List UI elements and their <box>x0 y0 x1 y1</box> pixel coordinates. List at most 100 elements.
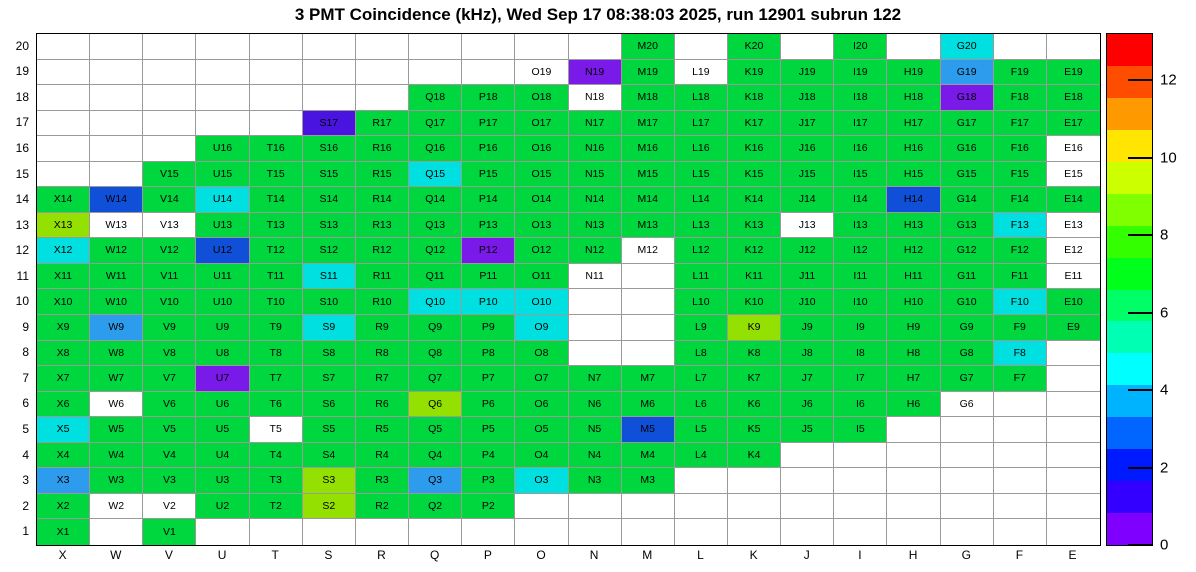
heatmap-cell-W13: W13 <box>90 212 144 239</box>
cell-label: V12 <box>160 244 179 257</box>
heatmap-cell-N16: N16 <box>568 136 622 162</box>
cell-label: F19 <box>1010 65 1029 78</box>
cell-label: S10 <box>319 295 339 308</box>
cell-label: K19 <box>744 65 764 78</box>
cell-label: X10 <box>53 295 73 308</box>
heatmap-cell-P17: P17 <box>462 110 516 137</box>
cell-label: G20 <box>956 40 977 53</box>
x-tick-label: Q <box>430 548 440 562</box>
cell-label: G8 <box>959 346 974 359</box>
heatmap-cell-M12: M12 <box>621 238 675 264</box>
cell-label: U4 <box>215 448 230 461</box>
heatmap-cell-F9: F9 <box>993 315 1047 341</box>
heatmap-cell-empty <box>249 59 303 86</box>
heatmap-cell-I19: I19 <box>834 59 888 86</box>
cell-label: G17 <box>956 116 977 129</box>
x-tick-label: P <box>483 548 492 562</box>
heatmap-cell-Q4: Q4 <box>409 442 463 469</box>
heatmap-cell-J17: J17 <box>781 110 835 137</box>
heatmap-cell-S8: S8 <box>302 340 356 367</box>
heatmap-cell-K14: K14 <box>727 187 782 213</box>
cell-label: H14 <box>903 193 924 206</box>
heatmap-cell-X4: X4 <box>37 442 91 469</box>
cell-label: T12 <box>266 244 285 257</box>
heatmap-cell-E12: E12 <box>1046 238 1100 264</box>
cell-label: G10 <box>956 295 977 308</box>
cell-label: I11 <box>853 269 868 282</box>
heatmap-cell-empty <box>993 417 1047 443</box>
heatmap-cell-empty <box>727 519 782 545</box>
cell-label: S7 <box>322 372 336 385</box>
heatmap-cell-K10: K10 <box>727 289 782 316</box>
heatmap-cell-empty <box>249 519 303 545</box>
cell-label: O9 <box>534 321 549 334</box>
cell-label: J17 <box>798 116 816 129</box>
heatmap-cell-H7: H7 <box>887 366 941 392</box>
cell-label: Q7 <box>428 372 443 385</box>
cell-label: J11 <box>799 269 816 282</box>
heatmap-cell-V13: V13 <box>143 212 197 239</box>
colorbar-band <box>1107 257 1152 290</box>
cell-label: E15 <box>1064 167 1083 180</box>
heatmap-cell-J11: J11 <box>781 263 835 290</box>
cell-label: P2 <box>481 499 495 512</box>
heatmap-cell-H10: H10 <box>887 289 941 316</box>
cell-label: N18 <box>584 91 605 104</box>
cell-label: I13 <box>853 218 868 231</box>
heatmap-cell-G16: G16 <box>940 136 994 162</box>
colorbar-tick-label: 0 <box>1160 536 1169 554</box>
heatmap-cell-S9: S9 <box>302 315 356 341</box>
y-tick-label: 1 <box>22 524 29 539</box>
heatmap-cell-P11: P11 <box>462 263 516 290</box>
heatmap-cell-empty <box>621 493 675 520</box>
heatmap-cell-K20: K20 <box>727 34 782 60</box>
heatmap-cell-empty <box>940 442 994 469</box>
heatmap-cell-Q2: Q2 <box>409 493 463 520</box>
heatmap-cell-N19: N19 <box>568 59 622 86</box>
heatmap-cell-E13: E13 <box>1046 212 1100 239</box>
cell-label: L19 <box>692 65 710 78</box>
cell-label: S13 <box>319 218 339 231</box>
heatmap-cell-P14: P14 <box>462 187 516 213</box>
cell-label: V2 <box>162 499 176 512</box>
cell-label: P8 <box>481 346 495 359</box>
heatmap-cell-Q14: Q14 <box>409 187 463 213</box>
cell-label: E14 <box>1064 193 1083 206</box>
colorbar-tick-label: 4 <box>1160 381 1169 399</box>
cell-label: S3 <box>322 474 336 487</box>
cell-label: E10 <box>1064 295 1083 308</box>
heatmap-cell-I18: I18 <box>834 85 888 111</box>
heatmap-cell-empty <box>143 110 197 137</box>
heatmap-cell-E15: E15 <box>1046 161 1100 188</box>
heatmap-cell-V6: V6 <box>143 391 197 418</box>
cell-label: X9 <box>56 321 70 334</box>
cell-label: V3 <box>162 474 176 487</box>
y-tick-label: 14 <box>15 192 29 207</box>
cell-label: L5 <box>695 423 707 436</box>
heatmap-cell-empty <box>781 34 835 60</box>
cell-label: E17 <box>1064 116 1083 129</box>
heatmap-cell-W10: W10 <box>90 289 144 316</box>
heatmap-cell-P12: P12 <box>462 238 516 264</box>
heatmap-cell-G11: G11 <box>940 263 994 290</box>
cell-label: H17 <box>903 116 924 129</box>
cell-label: Q15 <box>425 167 446 180</box>
y-tick-label: 2 <box>22 498 29 513</box>
heatmap-cell-O9: O9 <box>515 315 569 341</box>
heatmap-cell-empty <box>355 34 410 60</box>
heatmap-cell-G19: G19 <box>940 59 994 86</box>
heatmap-cell-empty <box>621 340 675 367</box>
cell-label: M12 <box>637 244 658 257</box>
cell-label: O5 <box>534 423 549 436</box>
heatmap-cell-empty <box>196 110 250 137</box>
heatmap-cell-empty <box>515 493 569 520</box>
heatmap-cell-F16: F16 <box>993 136 1047 162</box>
heatmap-cell-empty <box>568 289 622 316</box>
heatmap-cell-K15: K15 <box>727 161 782 188</box>
heatmap-cell-U15: U15 <box>196 161 250 188</box>
y-tick-label: 16 <box>15 140 29 155</box>
heatmap-cell-I7: I7 <box>834 366 888 392</box>
heatmap-cell-I5: I5 <box>834 417 888 443</box>
heatmap-cell-R6: R6 <box>355 391 410 418</box>
heatmap-cell-empty <box>940 417 994 443</box>
